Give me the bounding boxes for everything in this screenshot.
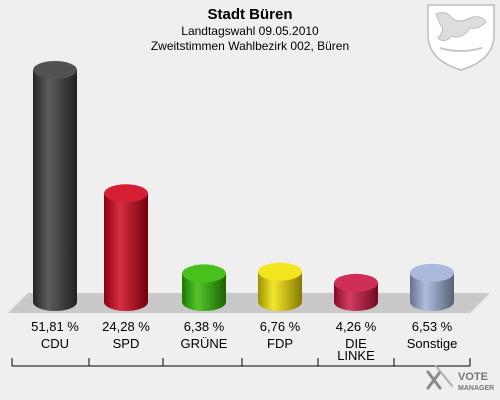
category-label: FDP (267, 336, 293, 351)
bar-top (258, 262, 302, 281)
chart-subtitle-date: Landtagswahl 09.05.2010 (181, 24, 319, 38)
value-label: 51,81 % (31, 319, 79, 334)
category-axis (11, 358, 471, 367)
bar-body (410, 272, 454, 311)
bar-spd (104, 184, 148, 311)
category-label: DIE LINKE (337, 336, 375, 363)
coat-of-arms-icon (427, 4, 495, 71)
bar-sonstige (410, 263, 454, 311)
bar-cdu (33, 61, 77, 311)
chart-title: Stadt Büren (207, 6, 292, 23)
value-label: 6,38 % (184, 319, 225, 334)
bar-top (410, 263, 454, 282)
bar-body (33, 70, 77, 311)
value-label: 6,76 % (260, 319, 301, 334)
logo-manager-text: MANAGER (458, 385, 494, 392)
bars-group (33, 61, 454, 311)
category-label: GRÜNE (181, 336, 228, 351)
bar-fdp (258, 262, 302, 311)
bar-body (104, 193, 148, 311)
bar-top (33, 61, 77, 79)
bar-top (182, 264, 226, 283)
labels-group: 51,81 % CDU 24,28 % SPD 6,38 % GRÜNE 6,76 % FDP… (31, 319, 457, 363)
bar-top (104, 184, 148, 203)
value-label: 4,26 % (336, 319, 377, 334)
category-label: CDU (41, 336, 69, 351)
vote-manager-logo: VOTE MANAGER (426, 365, 494, 392)
value-label: 24,28 % (102, 319, 150, 334)
bar-grüne (182, 264, 226, 311)
logo-vote-text: VOTE (458, 371, 488, 383)
bar-body (182, 273, 226, 311)
category-label: SPD (113, 336, 140, 351)
chart-subtitle-district: Zweitstimmen Wahlbezirk 002, Büren (151, 39, 349, 53)
bar-die-linke (334, 273, 378, 311)
value-label: 6,53 % (412, 319, 453, 334)
category-label: Sonstige (407, 336, 458, 351)
bar-body (258, 271, 302, 311)
bar-top (334, 273, 378, 292)
